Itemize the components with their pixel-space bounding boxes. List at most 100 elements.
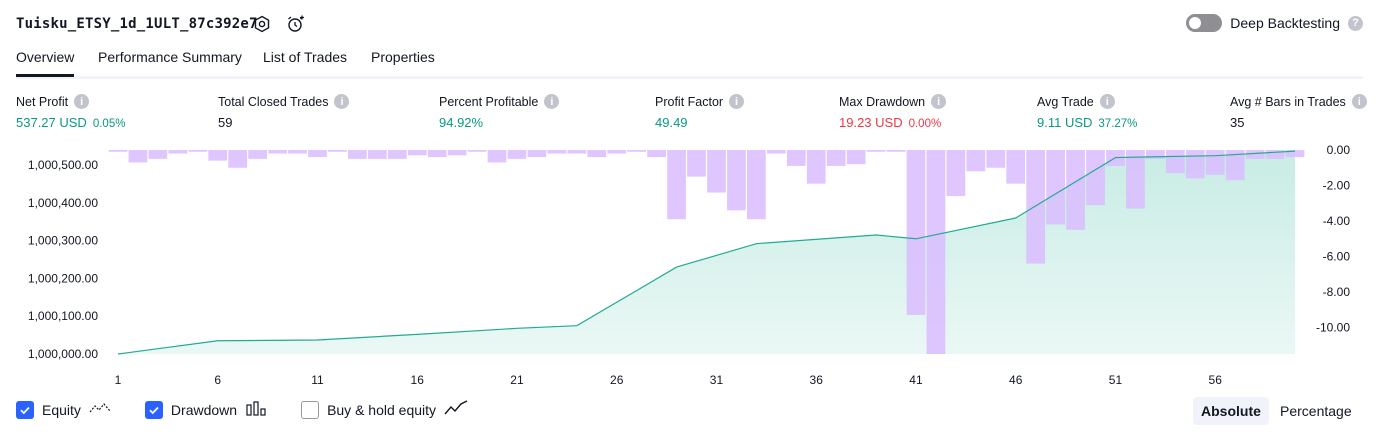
equity-line-icon	[89, 401, 111, 418]
metric-label: Avg # Bars in Trades	[1230, 94, 1346, 109]
drawdown-bar[interactable]	[786, 150, 806, 166]
drawdown-bar[interactable]	[886, 150, 906, 152]
metric-value: 94.92%	[439, 115, 484, 130]
metric-help-icon[interactable]: i	[544, 94, 560, 109]
drawdown-bar[interactable]	[1086, 150, 1105, 205]
strategy-header: Tuisku_ETSY_1d_1ULT_87c392e7 Deep Backte…	[16, 10, 1363, 40]
drawdown-bar[interactable]	[826, 150, 846, 166]
drawdown-bar[interactable]	[707, 150, 726, 193]
drawdown-bar[interactable]	[208, 150, 228, 161]
drawdown-bar[interactable]	[228, 150, 248, 168]
drawdown-bar[interactable]	[407, 150, 427, 156]
drawdown-bar[interactable]	[627, 150, 647, 152]
drawdown-bar[interactable]	[1046, 150, 1065, 225]
drawdown-checkbox[interactable]	[144, 400, 163, 419]
drawdown-bar[interactable]	[906, 150, 926, 315]
drawdown-bar[interactable]	[866, 150, 886, 152]
metric-label: Net Profit	[16, 94, 69, 109]
drawdown-bar[interactable]	[986, 150, 1006, 168]
metric-label: Avg Trade	[1037, 94, 1094, 109]
deep-backtesting-toggle[interactable]	[1186, 14, 1223, 32]
drawdown-bar[interactable]	[1126, 150, 1145, 209]
drawdown-bar[interactable]	[128, 150, 148, 163]
legend-buy-hold: Buy & hold equity	[301, 400, 468, 419]
y-left-tick-label: 1,000,500.00	[28, 158, 98, 172]
drawdown-bar[interactable]	[427, 150, 447, 158]
metric-value: 35	[1230, 115, 1245, 130]
drawdown-bar[interactable]	[527, 150, 547, 158]
drawdown-bar[interactable]	[567, 150, 587, 154]
drawdown-bar[interactable]	[687, 150, 706, 177]
drawdown-bar[interactable]	[1066, 150, 1085, 230]
drawdown-bar[interactable]	[328, 150, 347, 152]
x-tick-label: 41	[909, 373, 923, 387]
buy-hold-checkbox[interactable]	[301, 400, 320, 419]
drawdown-bar[interactable]	[108, 150, 128, 152]
drawdown-bar[interactable]	[1165, 150, 1185, 174]
metric-percent: 37.27%	[1098, 118, 1138, 130]
drawdown-bar[interactable]	[288, 150, 307, 154]
drawdown-bar[interactable]	[1026, 150, 1046, 264]
drawdown-bar[interactable]	[188, 150, 208, 152]
metric-value: 537.27 USD	[16, 115, 87, 130]
drawdown-bar[interactable]	[846, 150, 866, 165]
percentage-mode-button[interactable]: Percentage	[1280, 403, 1352, 419]
drawdown-bar[interactable]	[387, 150, 407, 159]
drawdown-bar[interactable]	[487, 150, 507, 163]
settings-gear-icon[interactable]	[251, 13, 273, 35]
drawdown-bar[interactable]	[766, 150, 786, 154]
drawdown-bar[interactable]	[1245, 150, 1265, 159]
drawdown-bar[interactable]	[926, 150, 946, 354]
drawdown-bar[interactable]	[1146, 150, 1165, 159]
y-right-tick-label: -8.00	[1323, 285, 1351, 299]
metric-help-icon[interactable]: i	[931, 94, 947, 109]
drawdown-bar[interactable]	[308, 150, 327, 158]
absolute-mode-button[interactable]: Absolute	[1193, 397, 1269, 425]
drawdown-bar[interactable]	[806, 150, 826, 184]
drawdown-bar[interactable]	[1185, 150, 1205, 179]
drawdown-bar[interactable]	[647, 150, 666, 158]
metric-help-icon[interactable]: i	[729, 94, 745, 109]
tab-properties[interactable]: Properties	[371, 49, 435, 65]
equity-checkbox[interactable]	[16, 400, 34, 419]
x-tick-label: 46	[1009, 373, 1023, 387]
y-right-tick-label: -2.00	[1323, 178, 1351, 192]
drawdown-bar[interactable]	[148, 150, 168, 159]
drawdown-bar[interactable]	[607, 150, 627, 154]
drawdown-bar[interactable]	[966, 150, 986, 172]
drawdown-bar[interactable]	[268, 150, 287, 154]
drawdown-bar[interactable]	[547, 150, 567, 154]
drawdown-bar[interactable]	[747, 150, 766, 220]
y-left-tick-label: 1,000,000.00	[28, 347, 98, 361]
drawdown-bar[interactable]	[667, 150, 686, 220]
drawdown-bar[interactable]	[727, 150, 746, 211]
deep-backtesting-help-icon[interactable]: ?	[1348, 15, 1363, 31]
drawdown-bar[interactable]	[507, 150, 527, 159]
metric-help-icon[interactable]: i	[334, 94, 350, 109]
metric-label: Total Closed Trades	[218, 94, 329, 109]
drawdown-bar[interactable]	[946, 150, 966, 197]
drawdown-bar[interactable]	[1285, 150, 1305, 158]
metric-help-icon[interactable]: i	[74, 94, 90, 109]
add-alert-clock-icon[interactable]	[285, 13, 307, 35]
drawdown-bar[interactable]	[367, 150, 387, 159]
metric-max-drawdown: Max Drawdown i 19.23 USD 0.00%	[839, 94, 947, 130]
metric-help-icon[interactable]: i	[1099, 94, 1115, 109]
drawdown-bar[interactable]	[587, 150, 607, 158]
drawdown-bar[interactable]	[1205, 150, 1225, 175]
tab-list-of-trades[interactable]: List of Trades	[263, 49, 348, 65]
metric-help-icon[interactable]: i	[1351, 94, 1367, 109]
drawdown-bar[interactable]	[348, 150, 367, 159]
drawdown-bar[interactable]	[467, 150, 487, 152]
drawdown-bar[interactable]	[447, 150, 467, 156]
drawdown-bar[interactable]	[248, 150, 267, 159]
drawdown-bar[interactable]	[1225, 150, 1245, 181]
drawdown-bar[interactable]	[168, 150, 188, 154]
drawdown-bars-icon	[245, 400, 267, 419]
x-tick-label: 16	[411, 373, 425, 387]
tab-performance-summary[interactable]: Performance Summary	[98, 49, 242, 65]
drawdown-label: Drawdown	[170, 401, 238, 418]
drawdown-bar[interactable]	[1006, 150, 1026, 184]
drawdown-bar[interactable]	[1265, 150, 1285, 159]
tab-overview[interactable]: Overview	[16, 49, 75, 77]
